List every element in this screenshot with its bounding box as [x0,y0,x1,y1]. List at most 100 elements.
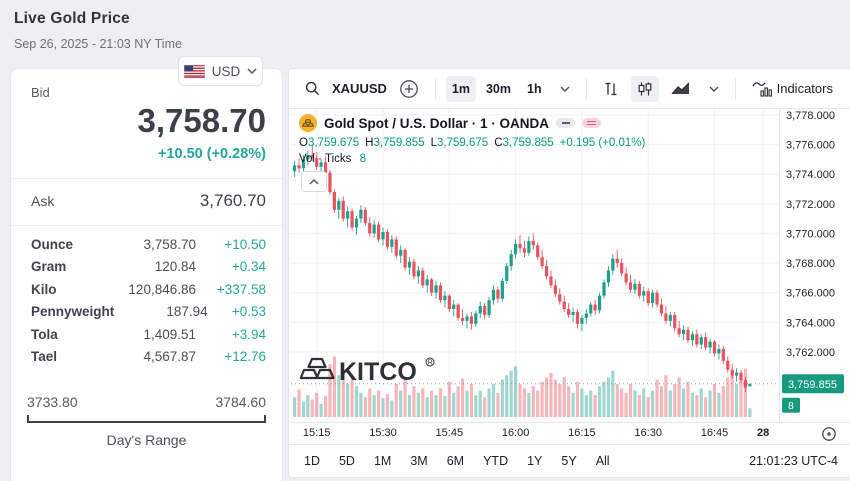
high-value: 3,759.855 [373,137,425,149]
chart-plot[interactable]: 3,778.000 3,776.000 3,774.000 3,772.000 3,77… [289,109,850,422]
chevron-down-icon [247,68,257,74]
watermark-text: KITCO [339,358,417,386]
unit-change: +3.94 [231,326,266,342]
days-range: 3733.80 3784.60 Day's Range [11,394,282,448]
compare-arrows-icon [605,82,617,95]
chevron-up-icon [309,178,319,185]
y-axis-label[interactable]: 3,778.000 [786,110,835,122]
svg-text:R: R [428,360,433,367]
last-volume-tag: 8 [788,400,794,412]
candles-style-button[interactable] [630,75,659,102]
oanda-gold-icon [299,114,317,132]
interval-1h[interactable]: 1h [521,76,548,102]
x-axis-label[interactable]: 16:15 [568,427,596,439]
indicators-icon [752,82,772,97]
kitco-watermark: KITCO R [299,352,441,395]
low-key: L [430,137,438,149]
range-button-6m[interactable]: 6M [444,452,467,470]
range-button-5y[interactable]: 5Y [558,452,579,470]
toolbar-divider [734,77,736,100]
x-axis-label[interactable]: 16:45 [700,427,729,439]
timezone-clock[interactable]: 21:01:23 UTC-4 [749,454,838,468]
area-style-button[interactable] [665,76,697,102]
chevron-down-icon [709,86,719,92]
range-button-1y[interactable]: 1Y [524,452,545,470]
indicators-label: Indicators [776,81,833,96]
y-axis-label[interactable]: 3,762.000 [786,347,835,359]
search-icon [305,81,320,96]
y-axis-label[interactable]: 3,774.000 [786,169,835,181]
unit-label: Tael [31,349,58,365]
interval-30m[interactable]: 30m [480,76,517,102]
x-axis-label[interactable]: 15:15 [302,427,331,439]
low-value: 3,759.675 [437,137,489,149]
symbol-title[interactable]: Gold Spot / U.S. Dollar · 1 · OANDA [324,115,550,131]
interval-expand-button[interactable] [554,76,576,102]
area-chart-icon [671,82,690,94]
unit-table: Ounce 3,758.70 +10.50 Gram 120.84 +0.34 Kilo 12… [11,226,282,368]
symbol-name[interactable]: XAUUSD [332,81,387,96]
dash-icon [587,120,597,123]
candlestick-chart[interactable]: 3,778.000 3,776.000 3,774.000 3,772.000 3,77… [289,109,850,422]
bid-change: +10.50 (+0.28%) [157,146,266,162]
unit-value: 3,758.70 [143,236,196,252]
x-axis-label[interactable]: 16:00 [501,427,530,439]
y-axis-label[interactable]: 3,772.000 [786,199,835,211]
volume-value: 8 [359,153,367,165]
style-expand-button[interactable] [703,76,725,102]
unit-value: 4,567.87 [143,349,196,365]
currency-select[interactable]: USD [178,56,263,86]
high-key: H [365,137,374,149]
y-axis-label[interactable]: 3,766.000 [786,288,835,300]
legend-alert-button[interactable] [582,118,602,128]
time-axis[interactable]: 15:15 15:30 15:45 16:00 16:15 16:30 16:45 28 [289,422,850,444]
bid-label: Bid [31,85,50,100]
volume-row: Vol · Ticks 8 [299,153,651,165]
compare-add-button[interactable] [393,76,425,102]
open-key: O [299,137,308,149]
x-axis-label[interactable]: 16:30 [634,427,662,439]
unit-change: +337.58 [216,281,266,297]
quote-card: Bid 3,758.70 +10.50 (+0.28%) Ask 3,760.7… [10,68,283,481]
chevron-down-icon [560,86,570,92]
pane-collapse-button[interactable] [301,171,327,192]
compare-arrows-button[interactable] [597,76,625,102]
range-button-1d[interactable]: 1D [301,452,323,470]
range-button-all[interactable]: All [593,452,613,470]
page-header: Live Gold Price Sep 26, 2025 - 21:03 NY … [14,10,182,51]
divider [11,178,282,179]
range-bracket [27,415,266,423]
unit-row: Gram 120.84 +0.34 [27,256,266,279]
indicators-button[interactable]: Indicators [746,76,839,102]
range-high: 3784.60 [215,394,266,410]
unit-row: Tael 4,567.87 +12.76 [27,346,266,369]
x-axis-label[interactable]: 28 [756,427,770,439]
chart-bottom-bar: 1D 5D 1M 3M 6M YTD 1Y 5Y All 21:01:23 UTC-4 [289,444,850,477]
axis-settings-icon[interactable] [821,426,837,447]
x-axis-label[interactable]: 15:45 [435,427,464,439]
unit-change: +12.76 [224,349,266,365]
unit-value: 187.94 [166,304,208,320]
y-axis-label[interactable]: 3,768.000 [786,258,835,270]
interval-1m[interactable]: 1m [445,75,476,102]
close-key: C [494,137,503,149]
unit-row: Ounce 3,758.70 +10.50 [27,233,266,256]
ask-label: Ask [31,193,55,209]
chart-card: XAUUSD 1m 30m 1h [288,68,850,478]
unit-change: +0.34 [231,259,266,275]
y-axis-label[interactable]: 3,770.000 [786,228,835,240]
page-title: Live Gold Price [14,10,130,27]
range-button-5d[interactable]: 5D [336,452,358,470]
unit-label: Gram [31,259,67,275]
chart-toolbar: XAUUSD 1m 30m 1h [289,69,850,109]
minus-icon [561,122,570,124]
range-button-1m[interactable]: 1M [371,452,394,470]
legend-hide-button[interactable] [556,118,576,128]
range-button-ytd[interactable]: YTD [480,452,511,470]
range-button-3m[interactable]: 3M [407,452,430,470]
symbol-search-button[interactable] [299,76,326,102]
x-axis-label[interactable]: 15:30 [369,427,397,439]
y-axis-label[interactable]: 3,776.000 [786,140,835,152]
unit-row: Tola 1,409.51 +3.94 [27,323,266,346]
y-axis-label[interactable]: 3,764.000 [786,317,835,329]
